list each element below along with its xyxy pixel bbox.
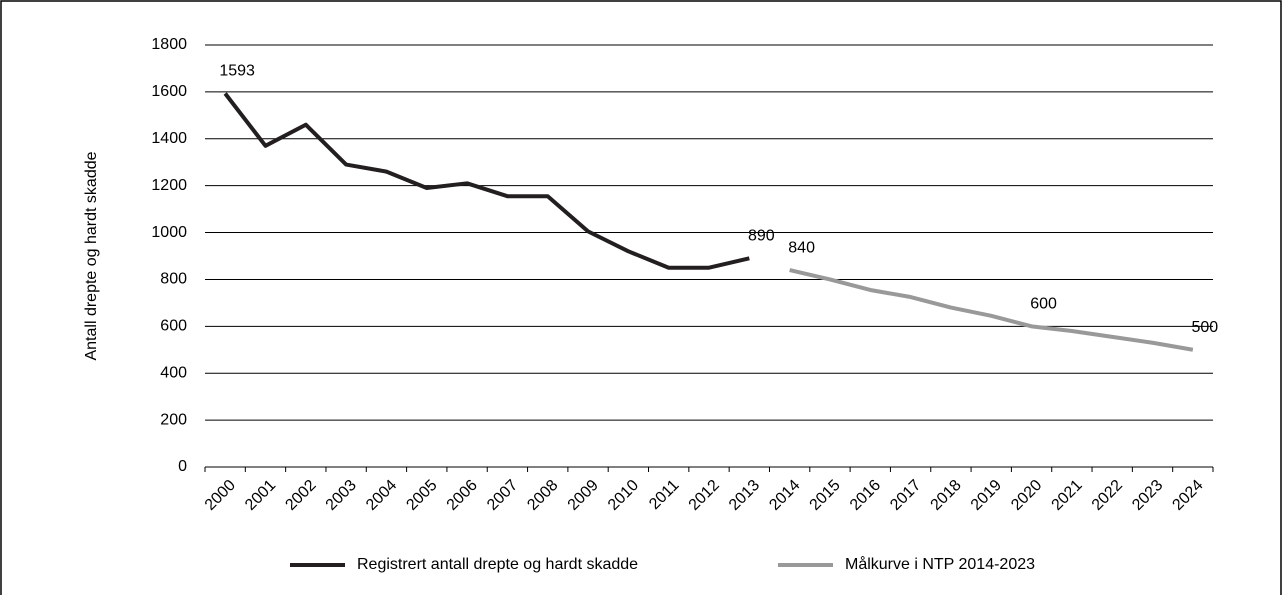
- x-tick-label: 2018: [928, 477, 965, 514]
- x-tick-label: 2019: [968, 477, 1005, 514]
- legend-label: Målkurve i NTP 2014-2023: [845, 555, 1035, 573]
- x-tick-label: 2015: [807, 477, 844, 514]
- x-tick-label: 2024: [1169, 477, 1206, 514]
- data-label: 840: [788, 239, 815, 256]
- x-tick-label: 2017: [887, 477, 924, 514]
- y-tick-label: 800: [160, 271, 187, 288]
- line-series: [789, 268, 1194, 352]
- y-tick-label: 1400: [151, 130, 187, 147]
- x-tick-label: 2021: [1049, 477, 1086, 514]
- x-tick-label: 2002: [282, 477, 319, 514]
- x-tick-label: 2010: [605, 477, 642, 514]
- x-tick-label: 2000: [202, 477, 239, 514]
- y-tick-label: 400: [160, 364, 187, 381]
- x-tick-label: 2011: [646, 477, 682, 513]
- y-tick-label: 1800: [151, 36, 187, 53]
- x-tick-label: 2009: [565, 477, 602, 514]
- x-tick-label: 2022: [1089, 477, 1126, 514]
- x-tick-label: 2006: [444, 477, 481, 514]
- data-label: 1593: [219, 63, 255, 80]
- x-tick-label: 2023: [1129, 477, 1166, 514]
- y-tick-label: 600: [160, 318, 187, 335]
- x-tick-label: 2007: [484, 477, 521, 514]
- x-tick-label: 2005: [403, 477, 440, 514]
- y-axis-label: Antall drepte og hardt skadde: [83, 151, 100, 360]
- x-tick-label: 2004: [363, 477, 400, 514]
- x-tick-label: 2012: [686, 477, 723, 514]
- x-tick-label: 2013: [726, 477, 763, 514]
- y-tick-label: 0: [178, 458, 187, 475]
- x-tick-label: 2003: [323, 477, 360, 514]
- x-tick-label: 2008: [524, 477, 561, 514]
- y-tick-label: 200: [160, 411, 187, 428]
- data-label: 600: [1030, 296, 1057, 313]
- data-label: 890: [748, 228, 775, 245]
- x-tick-label: 2014: [766, 477, 803, 514]
- y-tick-label: 1000: [151, 224, 187, 241]
- x-tick-label: 2020: [1008, 477, 1045, 514]
- line-series: [223, 92, 750, 270]
- y-tick-label: 1600: [151, 83, 187, 100]
- legend-label: Registrert antall drepte og hardt skadde: [357, 556, 638, 573]
- x-tick-label: 2001: [242, 477, 279, 514]
- y-tick-label: 1200: [151, 177, 187, 194]
- x-tick-label: 2016: [847, 477, 884, 514]
- data-label: 500: [1191, 319, 1218, 336]
